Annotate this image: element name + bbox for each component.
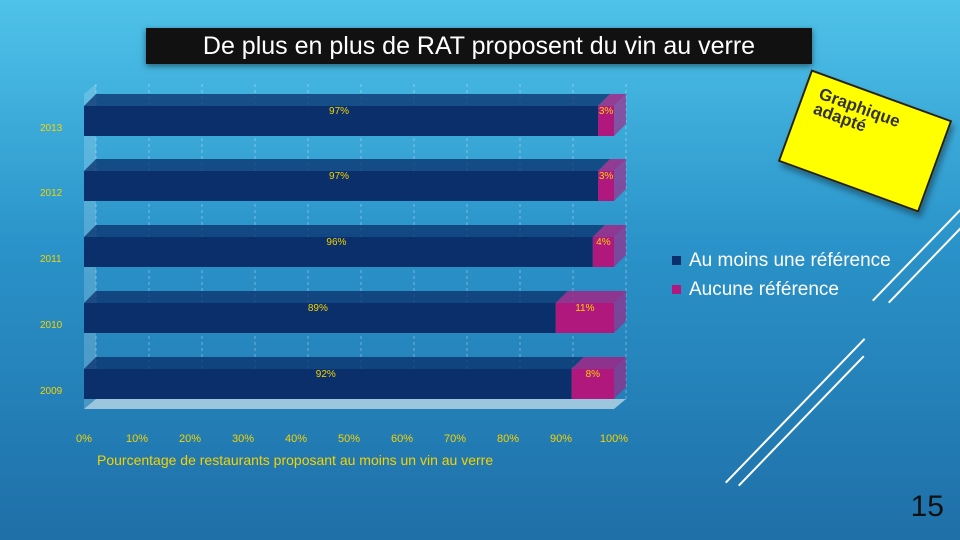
legend-swatch [672, 285, 681, 294]
bar-top-face [84, 94, 611, 106]
data-label: 4% [596, 237, 611, 248]
bar-aucune [571, 369, 614, 399]
page-number: 15 [910, 490, 944, 523]
y-tick-label: 2013 [40, 123, 63, 134]
bar-top-face [571, 357, 626, 369]
x-tick-label: 70% [444, 433, 466, 445]
data-label: 97% [329, 171, 349, 182]
data-label: 89% [308, 303, 328, 314]
bar-aucune [598, 171, 614, 201]
bar-aucune [598, 106, 614, 136]
x-tick-label: 40% [285, 433, 307, 445]
bar-top-face [598, 159, 626, 171]
data-label: 97% [329, 106, 349, 117]
bar-side-face [614, 94, 626, 136]
bar-side-face [614, 291, 626, 333]
bar-au-moins [84, 171, 599, 201]
legend-label: Aucune référence [689, 278, 839, 300]
legend-swatch [672, 256, 681, 265]
bar-aucune [555, 303, 614, 333]
bar-side-face [614, 225, 626, 267]
bar-au-moins [84, 369, 572, 399]
bar-top-face [84, 225, 605, 237]
y-tick-label: 2012 [40, 188, 63, 199]
data-label: 3% [599, 106, 614, 117]
y-tick-label: 2009 [40, 386, 63, 397]
x-tick-label: 30% [232, 433, 254, 445]
bar-top-face [592, 225, 626, 237]
page-title: De plus en plus de RAT proposent du vin … [202, 31, 756, 60]
x-tick-label: 10% [126, 433, 148, 445]
data-label: 8% [586, 369, 601, 380]
y-tick-label: 2010 [40, 320, 63, 331]
bar-au-moins [84, 237, 593, 267]
data-label: 92% [316, 369, 336, 380]
x-tick-label: 0% [76, 433, 92, 445]
title-box: De plus en plus de RAT proposent du vin … [146, 28, 812, 64]
data-label: 96% [326, 237, 346, 248]
x-tick-label: 100% [600, 433, 628, 445]
y-tick-label: 2011 [40, 254, 62, 265]
bar-top-face [84, 291, 568, 303]
x-tick-label: 80% [497, 433, 519, 445]
legend-item: Aucune référence [672, 275, 891, 304]
bar-side-face [614, 159, 626, 201]
bar-top-face [84, 159, 611, 171]
bar-au-moins [84, 303, 556, 333]
bar-top-face [555, 291, 626, 303]
x-tick-label: 50% [338, 433, 360, 445]
x-tick-label: 60% [391, 433, 413, 445]
legend-item: Au moins une référence [672, 246, 891, 275]
legend-label: Au moins une référence [689, 249, 891, 271]
bar-aucune [592, 237, 614, 267]
x-tick-label: 90% [550, 433, 572, 445]
chart-plot-area: 0% 10% 20% 30% 40% 50% 60% 70% 80% 90% 100% 97% 3% 20… [40, 84, 628, 468]
x-tick-label: 20% [179, 433, 201, 445]
data-label: 11% [575, 303, 594, 314]
chart-legend: Au moins une référence Aucune référence [672, 246, 891, 304]
bar-top-face [84, 357, 584, 369]
x-axis-label: Pourcentage de restaurants proposant au … [97, 452, 493, 468]
bar-side-face [614, 357, 626, 399]
bar-top-face [598, 94, 626, 106]
bar-au-moins [84, 106, 599, 136]
data-label: 3% [599, 171, 614, 182]
chart-floor [84, 399, 626, 409]
